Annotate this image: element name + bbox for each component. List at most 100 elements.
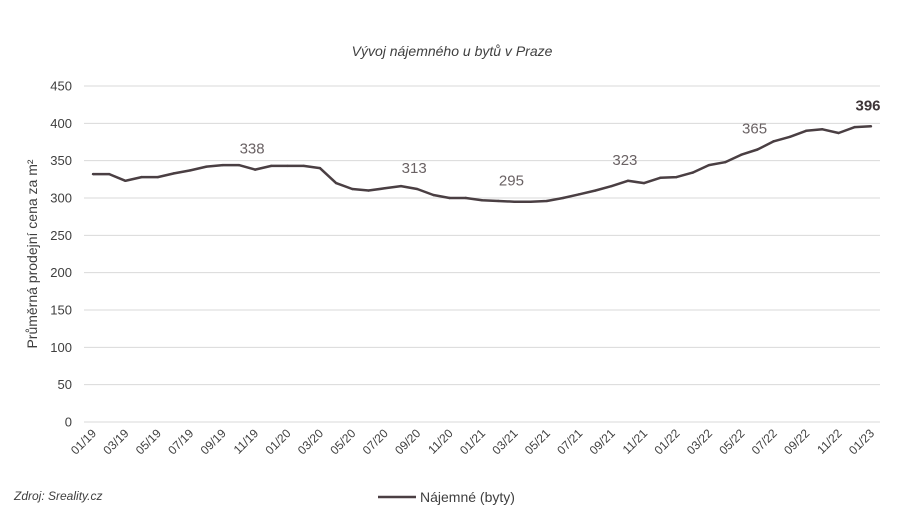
data-point	[691, 171, 694, 174]
y-tick-label: 300	[50, 191, 72, 206]
data-point	[448, 196, 451, 200]
x-tick-label: 01/19	[68, 426, 99, 457]
chart-title: Vývoj nájemného u bytů v Praze	[352, 43, 553, 59]
data-point	[367, 189, 370, 192]
x-tick-label: 05/19	[133, 426, 164, 457]
x-tick-label: 03/22	[684, 426, 715, 457]
x-tick-label: 09/21	[587, 426, 618, 457]
data-point	[529, 200, 532, 203]
data-point	[140, 175, 143, 179]
data-point	[221, 163, 224, 167]
x-tick-label: 11/19	[231, 426, 262, 457]
x-tick-label: 07/20	[360, 426, 391, 457]
data-point	[432, 193, 435, 197]
grid	[84, 85, 880, 423]
x-tick-label: 09/19	[198, 426, 229, 457]
data-point	[286, 164, 289, 168]
x-tick-label: 01/20	[262, 426, 293, 457]
data-point	[497, 199, 500, 203]
data-point	[334, 181, 338, 185]
legend: Nájemné (byty)	[378, 489, 515, 505]
data-point	[415, 187, 419, 191]
data-point	[869, 125, 873, 128]
data-point	[788, 135, 792, 138]
annotations: 338 313 295 323 365 396	[240, 97, 881, 189]
x-tick-label: 05/22	[716, 426, 747, 457]
data-label: 396	[855, 97, 880, 114]
data-point	[659, 176, 662, 180]
data-point	[804, 129, 808, 132]
y-tick-label: 200	[50, 265, 72, 280]
y-tick-label: 50	[58, 377, 72, 392]
data-point	[837, 131, 840, 135]
y-tick-label: 150	[50, 303, 72, 318]
data-label: 338	[240, 141, 265, 158]
data-point	[756, 148, 759, 151]
x-tick-label: 09/20	[392, 426, 423, 457]
x-tick-label: 11/22	[814, 426, 845, 457]
data-label: 365	[742, 120, 767, 137]
series-line	[93, 125, 872, 203]
y-axis: 0 50 100 150 200 250 300 350 400 450	[50, 79, 72, 430]
data-point	[594, 189, 597, 192]
data-point	[351, 187, 354, 191]
data-point	[626, 179, 630, 183]
data-label: 323	[612, 152, 637, 169]
series-group	[91, 125, 873, 203]
x-tick-label: 07/19	[165, 426, 196, 457]
y-tick-label: 100	[50, 340, 72, 355]
data-point	[707, 163, 711, 167]
data-point	[480, 199, 484, 202]
data-point	[740, 153, 743, 156]
data-point	[772, 140, 775, 143]
data-point	[205, 165, 208, 168]
data-point	[561, 196, 565, 200]
data-point	[513, 200, 516, 203]
data-point	[253, 168, 257, 171]
x-tick-label: 03/19	[100, 426, 131, 457]
x-tick-label: 09/22	[781, 426, 812, 457]
y-tick-label: 350	[50, 153, 72, 168]
data-label: 313	[402, 160, 427, 177]
x-tick-label: 05/20	[327, 426, 358, 457]
y-tick-label: 0	[65, 415, 72, 430]
data-point	[270, 164, 273, 168]
x-tick-label: 07/21	[554, 426, 585, 457]
data-point	[108, 172, 111, 176]
data-point	[545, 199, 549, 203]
data-label: 295	[499, 173, 524, 190]
data-point	[237, 163, 241, 167]
y-tick-label: 400	[50, 116, 72, 131]
source-note: Zdroj: Sreality.cz	[13, 489, 102, 503]
y-tick-label: 250	[50, 228, 72, 243]
x-tick-label: 07/22	[749, 426, 780, 457]
data-point	[821, 128, 824, 131]
x-axis: 01/19 03/19 05/19 07/19 09/19 11/19 01/20 03/20…	[68, 426, 877, 457]
data-point	[172, 172, 176, 175]
data-point	[318, 166, 322, 170]
data-point	[399, 184, 403, 188]
x-tick-label: 01/22	[651, 426, 682, 457]
x-tick-label: 05/21	[522, 426, 553, 457]
data-point	[156, 175, 160, 179]
x-tick-label: 01/21	[457, 426, 488, 457]
data-point	[675, 175, 678, 179]
data-point	[91, 172, 95, 176]
x-tick-label: 03/21	[489, 426, 520, 457]
data-point	[189, 169, 192, 172]
data-point	[302, 164, 305, 168]
data-point	[578, 193, 581, 196]
data-point	[723, 160, 727, 164]
x-tick-label: 03/20	[295, 426, 326, 457]
y-tick-label: 450	[50, 79, 72, 94]
y-axis-label: Průměrná prodejní cena za m²	[24, 159, 40, 348]
x-tick-label: 11/20	[425, 426, 456, 457]
data-point	[383, 187, 386, 190]
data-point	[124, 179, 127, 183]
x-tick-label: 11/21	[620, 426, 651, 457]
data-point	[464, 196, 467, 200]
data-point	[642, 181, 646, 185]
legend-label: Nájemné (byty)	[420, 489, 515, 505]
data-point	[610, 184, 613, 188]
